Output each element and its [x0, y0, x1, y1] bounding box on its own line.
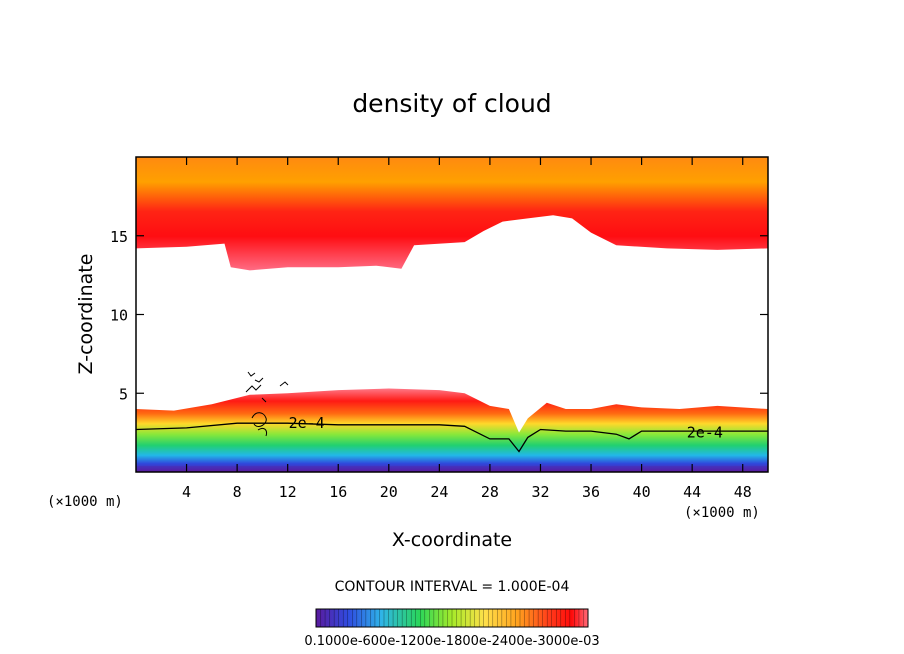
lower-cloud-layer — [136, 388, 768, 472]
x-tick-label: 44 — [683, 483, 701, 501]
x-tick-label: 32 — [531, 483, 549, 501]
contour-squiggle — [245, 371, 289, 403]
x-tick-label: 36 — [582, 483, 600, 501]
colorbar-labels: 0.1000e-600e-1200e-1800e-2400e-3000e-03 — [304, 634, 599, 649]
x-tick-label: 16 — [329, 483, 347, 501]
x-tick-label: 28 — [481, 483, 499, 501]
x-tick-label: 24 — [430, 483, 448, 501]
turbulence-contours — [245, 371, 289, 437]
upper-cloud-layer — [136, 157, 768, 271]
y-axis-label: Z-coordinate — [75, 254, 97, 375]
contour-label: 2e-4 — [687, 424, 723, 442]
contour-swirl — [251, 412, 267, 437]
x-tick-label: 40 — [633, 483, 651, 501]
contour-interval-text: CONTOUR INTERVAL = 1.000E-04 — [335, 579, 570, 595]
x-unit-right: (×1000 m) — [684, 505, 760, 521]
x-tick-label: 4 — [182, 483, 191, 501]
bottom-band — [136, 466, 768, 472]
contour-2e-4-line — [136, 422, 768, 453]
x-tick-label: 12 — [279, 483, 297, 501]
y-tick-label: 15 — [110, 228, 128, 246]
contour-labels: 2e-4 2e-4 — [289, 414, 723, 441]
x-unit-left: (×1000 m) — [47, 494, 123, 510]
colorbar-dividers — [320, 609, 584, 627]
x-axis-ticks: 4 8 12 16 20 24 28 32 36 40 44 48 — [182, 157, 752, 501]
contour-label: 2e-4 — [289, 414, 325, 432]
plot-data — [136, 157, 768, 472]
x-tick-label: 48 — [734, 483, 752, 501]
y-tick-label: 5 — [119, 385, 128, 403]
x-tick-label: 20 — [380, 483, 398, 501]
y-axis-ticks: 5 10 15 — [110, 228, 768, 403]
y-tick-label: 10 — [110, 307, 128, 325]
x-axis-label: X-coordinate — [392, 529, 512, 551]
x-tick-label: 8 — [233, 483, 242, 501]
chart-title: density of cloud — [352, 89, 551, 118]
